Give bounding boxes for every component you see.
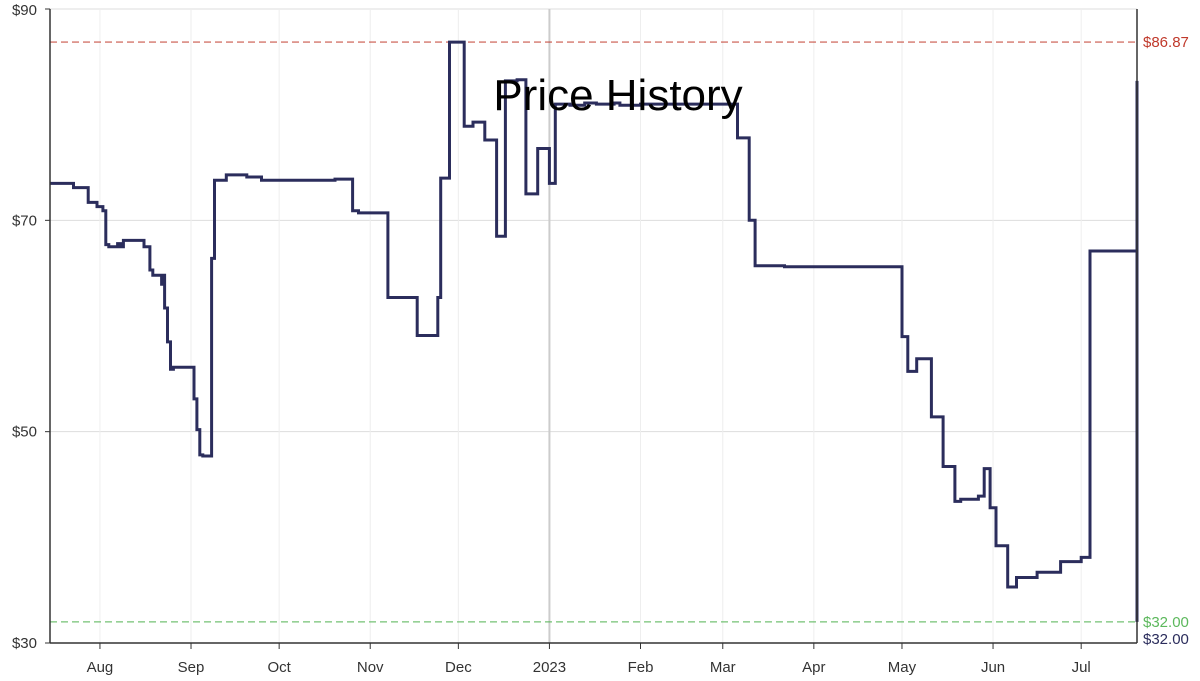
- y-tick-label: $50: [12, 424, 37, 441]
- reference-label-lowest: $32.00: [1143, 614, 1189, 631]
- y-tick-label: $30: [12, 635, 37, 652]
- x-tick-label: 2023: [533, 659, 566, 676]
- x-tick-label: Feb: [628, 659, 654, 676]
- reference-label-highest: $86.87: [1143, 34, 1189, 51]
- y-tick-label: $90: [12, 2, 37, 19]
- x-tick-label: Sep: [178, 659, 205, 676]
- x-tick-label: Aug: [87, 659, 114, 676]
- x-tick-label: Jul: [1072, 659, 1091, 676]
- price-series-line: [50, 40, 1139, 622]
- x-tick-label: Jun: [981, 659, 1005, 676]
- reference-lines: $86.87 $32.00$32.00: [50, 34, 1189, 648]
- series-layer: [50, 40, 1139, 622]
- x-tick-label: Nov: [357, 659, 384, 676]
- axes: $30 $50 $70 $90 Aug Sep Oct Nov Dec 2023 Feb Mar Apr…: [12, 2, 1138, 676]
- x-tick-label: Apr: [802, 659, 825, 676]
- x-tick-label: Dec: [445, 659, 472, 676]
- current-price-label: $32.00: [1143, 631, 1189, 648]
- x-tick-label: Mar: [710, 659, 736, 676]
- x-tick-label: May: [888, 659, 917, 676]
- chart-title: Price History: [493, 71, 742, 120]
- x-tick-label: Oct: [267, 659, 291, 676]
- y-tick-label: $70: [12, 212, 37, 229]
